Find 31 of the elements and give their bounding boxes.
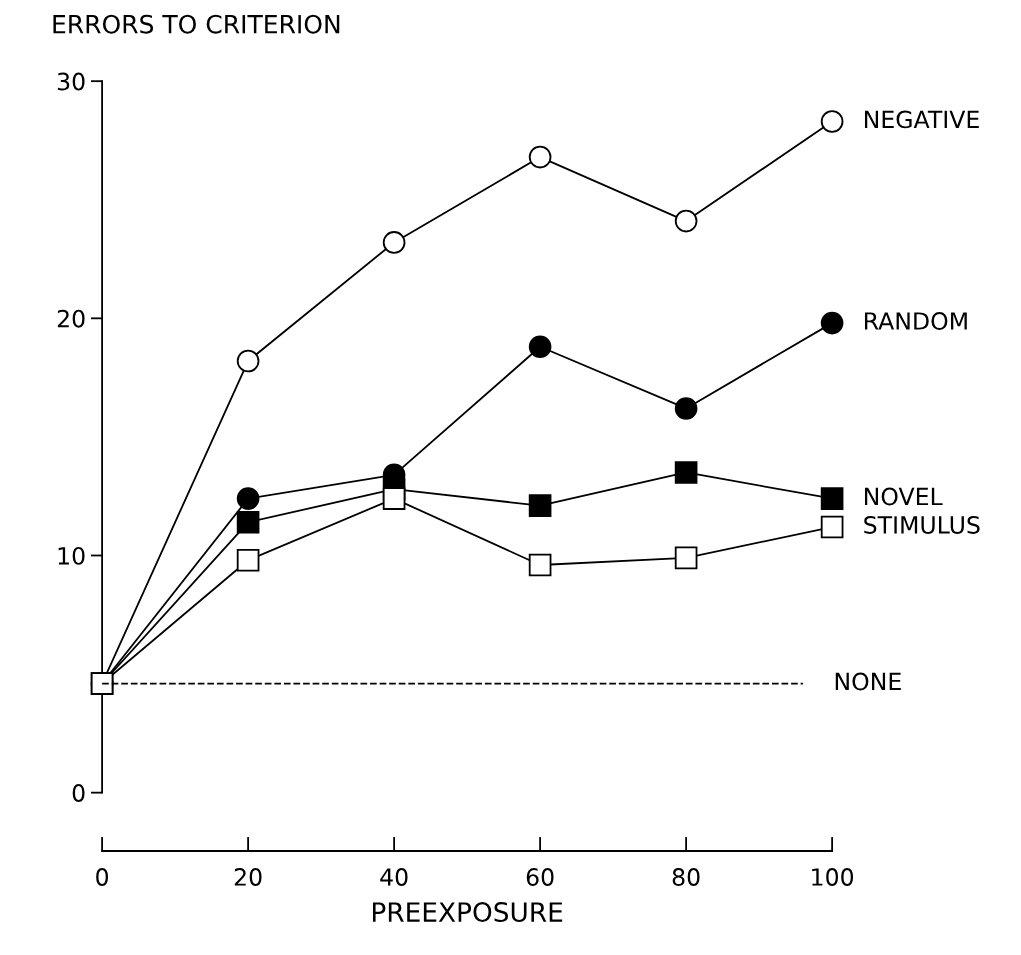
series-label: NOVEL (864, 487, 943, 506)
x-tick-label: 100 (812, 868, 854, 886)
point (674, 461, 698, 484)
x-axis-title: PREEXPOSURE (372, 902, 563, 923)
point (382, 487, 406, 510)
point (820, 487, 844, 510)
y-axis-title: ERRORS TO CRITERION (53, 14, 340, 34)
point (528, 494, 552, 518)
series-label: NONE (835, 672, 901, 691)
series-label: STIMULUS (864, 516, 980, 534)
x-tick-label: 60 (526, 868, 554, 886)
point (674, 397, 698, 420)
x-tick-label: 20 (234, 868, 262, 886)
point (382, 231, 406, 254)
y-tick-label: 30 (57, 72, 85, 91)
x-tick-label: 40 (380, 868, 408, 886)
point (528, 553, 552, 577)
point (674, 546, 698, 570)
x-tick-label: 0 (96, 868, 109, 886)
point (236, 487, 260, 510)
point (236, 548, 260, 572)
y-tick-label: 0 (72, 784, 85, 802)
y-tick-label: 10 (58, 546, 85, 565)
y-tick-label: 20 (57, 309, 85, 328)
point (820, 515, 844, 539)
series-label: NEGATIVE (864, 110, 979, 129)
point (820, 311, 844, 335)
x-tick-label: 80 (672, 868, 700, 886)
point (236, 510, 260, 534)
point (528, 335, 552, 359)
series-label: RANDOM (864, 312, 967, 330)
